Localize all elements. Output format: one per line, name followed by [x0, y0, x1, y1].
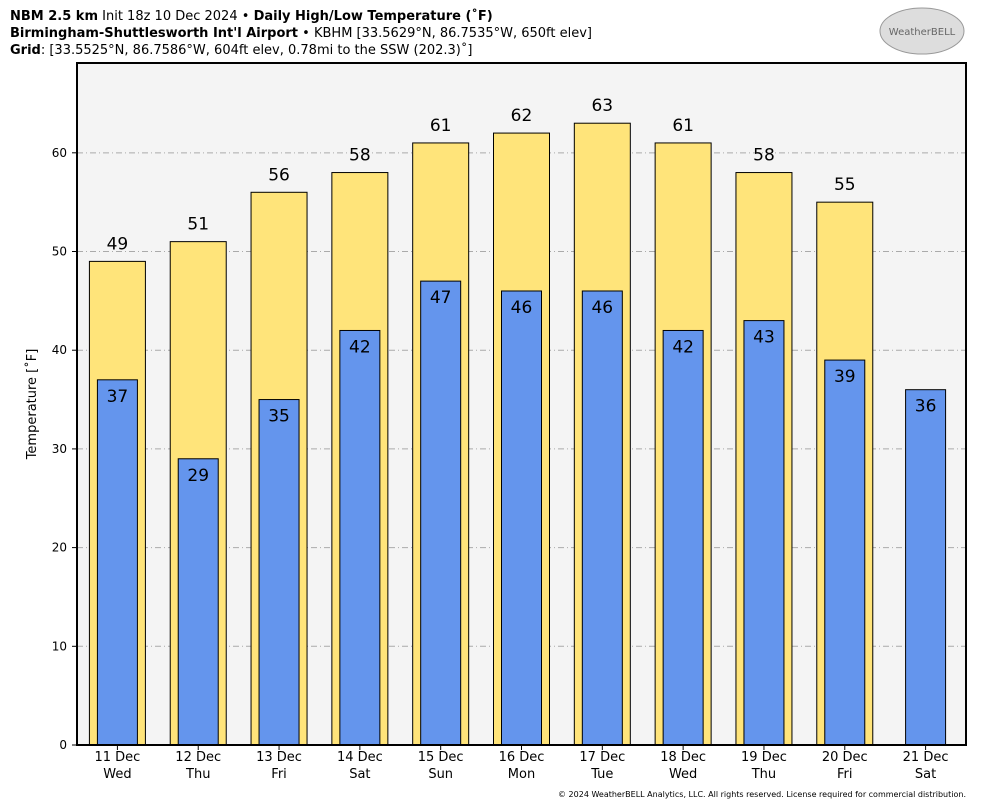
x-tick-label: 18 Dec	[660, 750, 706, 765]
data-label: 58	[753, 146, 775, 166]
bar	[258, 399, 300, 746]
data-label: 46	[511, 298, 533, 318]
title-part: •	[242, 9, 250, 24]
data-label: 47	[430, 288, 452, 308]
x-tick-label: 11 Dec	[94, 750, 140, 765]
plot-frame	[76, 62, 967, 746]
bar	[96, 379, 138, 746]
title-part: NBM 2.5 km	[10, 9, 98, 24]
data-label: 29	[187, 466, 209, 486]
y-tick-label: 20	[52, 541, 67, 555]
data-label: 56	[268, 165, 290, 185]
bar	[177, 458, 219, 746]
data-label: 49	[107, 234, 129, 254]
grid-info-part: Grid	[10, 43, 41, 58]
x-tick-label: Mon	[508, 767, 535, 782]
x-tick-label: Fri	[837, 767, 853, 782]
footer: © 2024 WeatherBELL Analytics, LLC. All r…	[558, 790, 966, 799]
title-part: Init 18z 10 Dec 2024	[102, 9, 237, 24]
data-label: 39	[834, 367, 856, 387]
x-tick-label: 17 Dec	[579, 750, 625, 765]
bar	[743, 320, 785, 746]
data-label: 46	[591, 298, 613, 318]
subtitle-part: • KBHM [33.5629°N, 86.7535°W, 650ft elev…	[302, 26, 592, 41]
bar	[662, 329, 704, 746]
y-tick-label: 40	[52, 343, 67, 357]
x-tick-label: 13 Dec	[256, 750, 302, 765]
x-tick-label: Tue	[590, 767, 613, 782]
y-tick-label: 0	[59, 738, 67, 752]
x-tick-label: 15 Dec	[418, 750, 464, 765]
data-label: 35	[268, 407, 290, 427]
logo: WeatherBELL	[889, 27, 956, 38]
subtitle-part: Birmingham-Shuttlesworth Int'l Airport	[10, 26, 298, 41]
x-tick-label: 19 Dec	[741, 750, 787, 765]
x-tick-label: 16 Dec	[499, 750, 545, 765]
x-tick-label: Wed	[103, 767, 131, 782]
y-tick-label: 30	[52, 442, 67, 456]
data-label: 55	[834, 175, 856, 195]
grid-info-part: : [33.5525°N, 86.7586°W, 604ft elev, 0.7…	[41, 42, 473, 58]
data-label: 36	[915, 397, 937, 417]
bar	[905, 389, 947, 746]
title: NBM 2.5 km Init 18z 10 Dec 2024 • Daily …	[10, 8, 493, 24]
title-part: Daily High/Low Temperature (˚F)	[254, 8, 493, 24]
grid-info: Grid: [33.5525°N, 86.7586°W, 604ft elev,…	[10, 42, 472, 58]
data-label: 42	[349, 337, 371, 357]
x-tick-label: 21 Dec	[903, 750, 949, 765]
data-label: 63	[591, 96, 613, 116]
data-label: 42	[672, 337, 694, 357]
x-tick-label: 20 Dec	[822, 750, 868, 765]
bar	[501, 290, 542, 746]
data-label: 43	[753, 328, 775, 348]
bar	[420, 280, 462, 746]
data-label: 51	[187, 215, 209, 235]
x-tick-label: Thu	[185, 767, 210, 782]
x-tick-label: Sun	[428, 767, 453, 782]
x-tick-label: 14 Dec	[337, 750, 383, 765]
bar	[581, 290, 623, 746]
y-axis-label: Temperature [˚F]	[24, 349, 40, 461]
data-label: 58	[349, 146, 371, 166]
data-label: 37	[107, 387, 129, 407]
bar	[339, 329, 381, 746]
y-tick-label: 10	[52, 639, 67, 653]
x-tick-label: Thu	[751, 767, 776, 782]
x-tick-label: Fri	[271, 767, 287, 782]
y-tick-label: 50	[52, 245, 67, 259]
x-tick-label: Sat	[915, 767, 936, 782]
data-label: 61	[672, 116, 694, 136]
logo-badge	[879, 7, 965, 55]
x-tick-label: Sat	[349, 767, 370, 782]
bar	[824, 359, 866, 746]
subtitle: Birmingham-Shuttlesworth Int'l Airport •…	[10, 26, 592, 41]
y-tick-label: 60	[52, 146, 67, 160]
data-label: 62	[511, 106, 533, 126]
x-tick-label: Wed	[669, 767, 697, 782]
x-tick-label: 12 Dec	[175, 750, 221, 765]
data-label: 61	[430, 116, 452, 136]
